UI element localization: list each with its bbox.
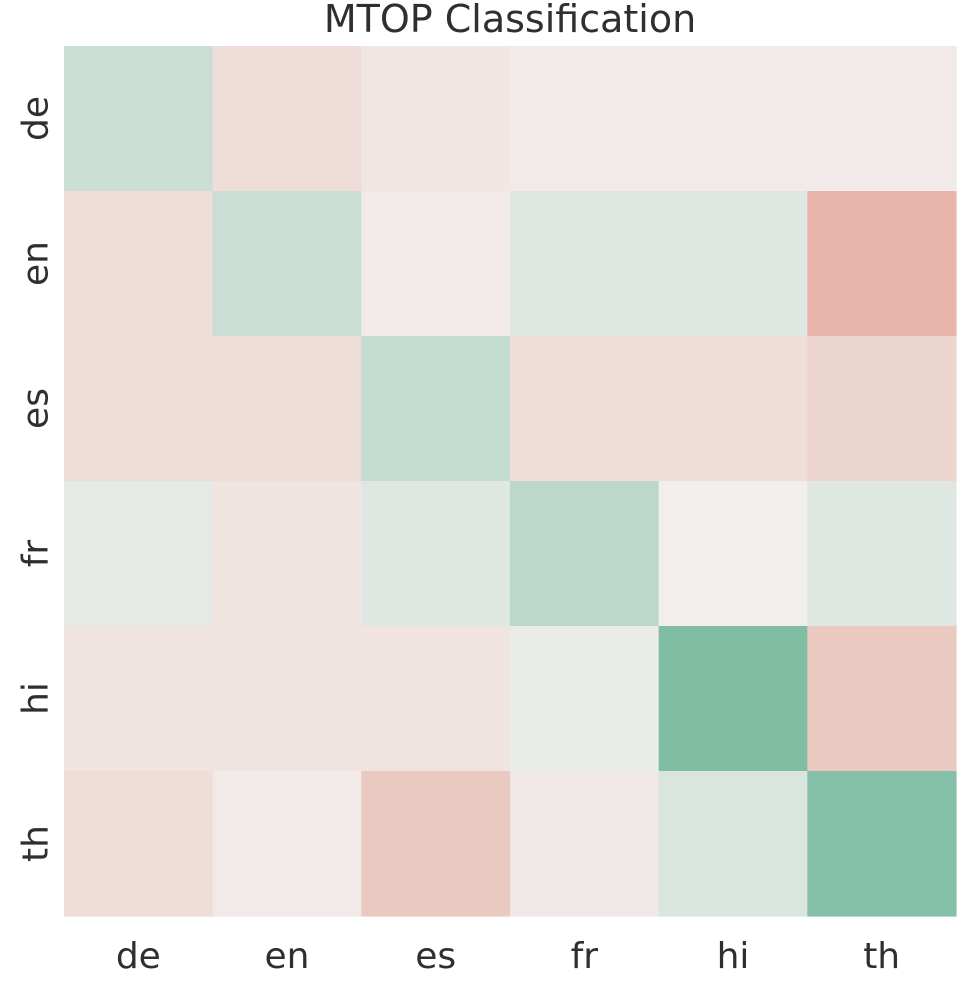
x-tick-labels: de en es fr hi th — [116, 936, 900, 977]
heatmap-cell-en-en — [212, 191, 362, 337]
heatmap-cell-es-en — [212, 336, 362, 482]
x-tick-label-fr: fr — [571, 936, 599, 977]
heatmap-cell-th-th — [807, 771, 957, 917]
x-tick-label-hi: hi — [717, 936, 750, 977]
heatmap-cell-es-fr — [510, 336, 660, 482]
y-tick-labels: de en es fr hi th — [16, 96, 57, 862]
heatmap-cell-fr-hi — [658, 481, 808, 627]
y-tick-label-en: en — [16, 241, 57, 286]
heatmap-cell-de-fr — [510, 46, 660, 192]
heatmap-cell-fr-fr — [510, 481, 660, 627]
heatmap-cell-hi-en — [212, 626, 362, 772]
y-tick-label-hi: hi — [16, 682, 57, 715]
x-tick-label-th: th — [863, 936, 900, 977]
heatmap-cell-hi-fr — [510, 626, 660, 772]
heatmap-cell-es-es — [361, 336, 511, 482]
heatmap-cell-es-th — [807, 336, 957, 482]
heatmap-cell-de-hi — [658, 46, 808, 192]
x-tick-label-de: de — [116, 936, 161, 977]
heatmap-cell-fr-en — [212, 481, 362, 627]
heatmap-cell-en-es — [361, 191, 511, 337]
heatmap-cell-hi-de — [64, 626, 214, 772]
heatmap-cell-th-es — [361, 771, 511, 917]
heatmap-cell-de-en — [212, 46, 362, 192]
heatmap-cell-en-fr — [510, 191, 660, 337]
heatmap-cell-th-fr — [510, 771, 660, 917]
y-tick-label-de: de — [16, 96, 57, 141]
heatmap-cell-en-de — [64, 191, 214, 337]
heatmap-cell-en-th — [807, 191, 957, 337]
chart-title: MTOP Classification — [324, 0, 696, 41]
heatmap-cell-de-de — [64, 46, 214, 192]
heatmap-cell-fr-th — [807, 481, 957, 627]
heatmap-cell-hi-hi — [658, 626, 808, 772]
heatmap-cell-de-th — [807, 46, 957, 192]
heatmap-cell-fr-es — [361, 481, 511, 627]
heatmap-cells — [64, 46, 957, 917]
heatmap-cell-de-es — [361, 46, 511, 192]
heatmap-cell-hi-es — [361, 626, 511, 772]
heatmap-cell-hi-th — [807, 626, 957, 772]
heatmap-cell-es-hi — [658, 336, 808, 482]
x-tick-label-es: es — [415, 936, 456, 977]
y-tick-label-es: es — [16, 388, 57, 429]
heatmap-cell-th-de — [64, 771, 214, 917]
heatmap-cell-en-hi — [658, 191, 808, 337]
x-tick-label-en: en — [265, 936, 310, 977]
heatmap-cell-fr-de — [64, 481, 214, 627]
y-tick-label-th: th — [16, 825, 57, 862]
heatmap-cell-es-de — [64, 336, 214, 482]
heatmap-cell-th-hi — [658, 771, 808, 917]
heatmap-cell-th-en — [212, 771, 362, 917]
y-tick-label-fr: fr — [16, 540, 57, 568]
